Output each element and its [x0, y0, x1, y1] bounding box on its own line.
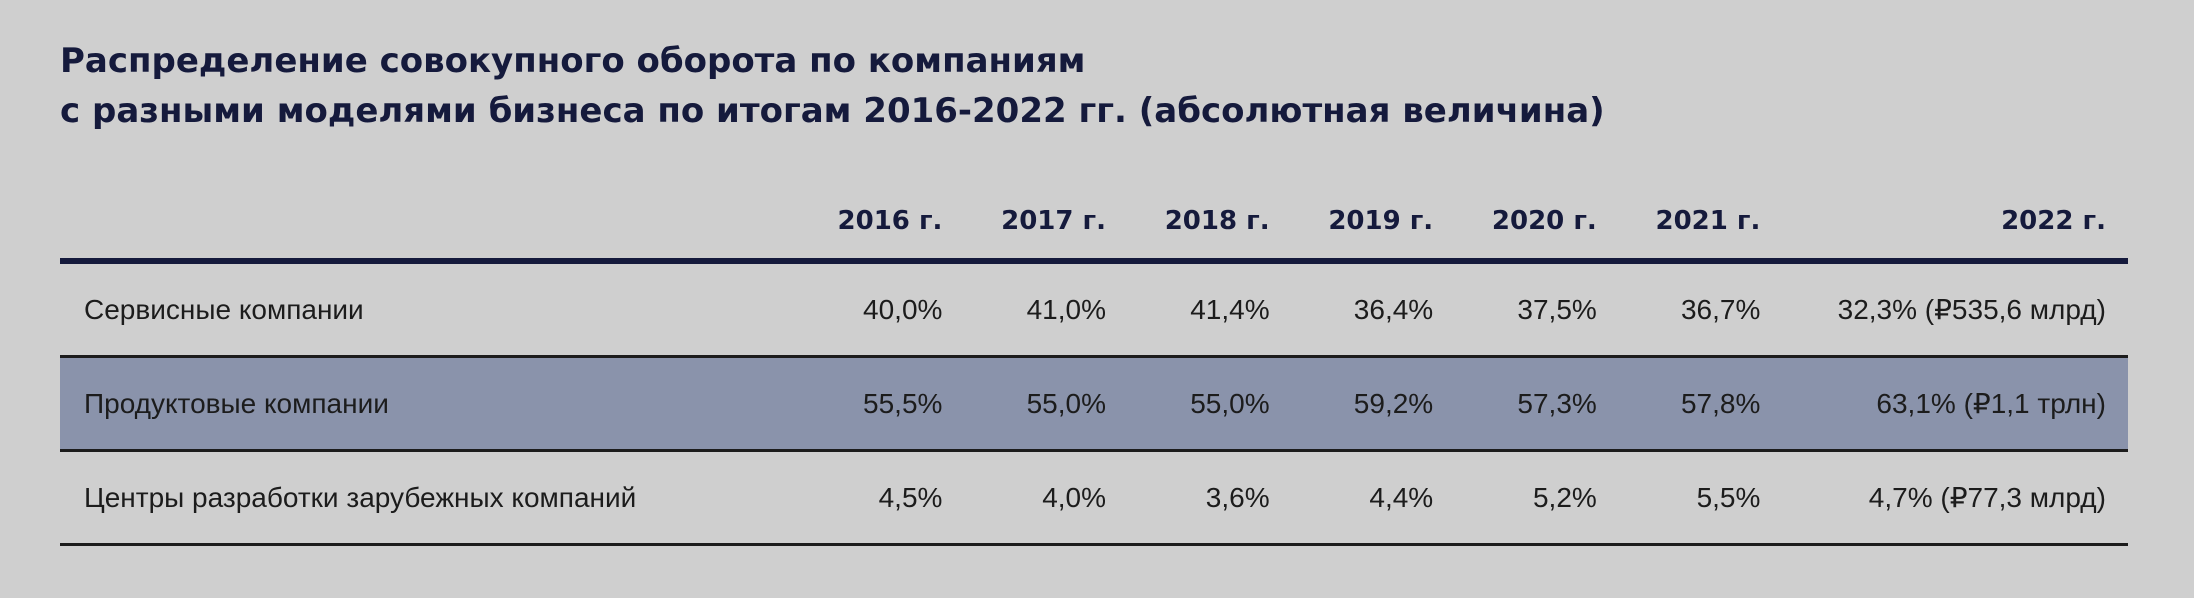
table-row-foreign-rnd: Центры разработки зарубежных компаний 4,…: [60, 452, 2128, 546]
cell-2017: 55,0%: [1026, 387, 1107, 419]
header-cell-2016: 2016 г.: [837, 206, 943, 236]
header-cell-2019: 2019 г.: [1328, 206, 1434, 236]
cell-2017: 4,0%: [1042, 481, 1107, 513]
cell-2019: 36,4%: [1353, 293, 1434, 325]
header-cell-2018: 2018 г.: [1164, 206, 1270, 236]
cell-2019: 59,2%: [1353, 387, 1434, 419]
cell-2017: 41,0%: [1026, 293, 1107, 325]
cell-2022: 4,7% (₽77,3 млрд): [1868, 482, 2106, 513]
cell-2021: 36,7%: [1680, 293, 1761, 325]
header-cell-label: [60, 217, 779, 221]
row-label: Продуктовые компании: [84, 387, 389, 419]
cell-2016: 4,5%: [878, 481, 943, 513]
cell-2020: 5,2%: [1532, 481, 1597, 513]
table-header-row: 2016 г. 2017 г. 2018 г. 2019 г. 2020 г. …: [60, 180, 2128, 264]
cell-2022: 32,3% (₽535,6 млрд): [1837, 294, 2106, 325]
cell-2016: 55,5%: [863, 387, 943, 419]
header-cell-2020: 2020 г.: [1491, 206, 1597, 236]
row-label: Сервисные компании: [84, 293, 364, 325]
header-cell-2017: 2017 г.: [1001, 206, 1107, 236]
header-cell-2021: 2021 г.: [1655, 206, 1761, 236]
turnover-table: 2016 г. 2017 г. 2018 г. 2019 г. 2020 г. …: [60, 180, 2128, 546]
cell-2021: 57,8%: [1680, 387, 1761, 419]
title-line-2: с разными моделями бизнеса по итогам 201…: [60, 91, 1605, 131]
cell-2021: 5,5%: [1696, 481, 1761, 513]
cell-2020: 57,3%: [1517, 387, 1597, 419]
cell-2018: 55,0%: [1190, 387, 1270, 419]
cell-2019: 4,4%: [1369, 481, 1434, 513]
table-row-service: Сервисные компании 40,0% 41,0% 41,4% 36,…: [60, 264, 2128, 358]
table-title: Распределение совокупного оборота по ком…: [60, 36, 1605, 136]
cell-2018: 41,4%: [1190, 293, 1270, 325]
cell-2022: 63,1% (₽1,1 трлн): [1876, 388, 2106, 419]
cell-2016: 40,0%: [863, 293, 943, 325]
table-row-product: Продуктовые компании 55,5% 55,0% 55,0% 5…: [60, 358, 2128, 452]
header-cell-2022: 2022 г.: [2001, 206, 2106, 236]
row-label: Центры разработки зарубежных компаний: [84, 481, 637, 513]
cell-2020: 37,5%: [1517, 293, 1597, 325]
cell-2018: 3,6%: [1205, 481, 1270, 513]
title-line-1: Распределение совокупного оборота по ком…: [60, 41, 1086, 81]
